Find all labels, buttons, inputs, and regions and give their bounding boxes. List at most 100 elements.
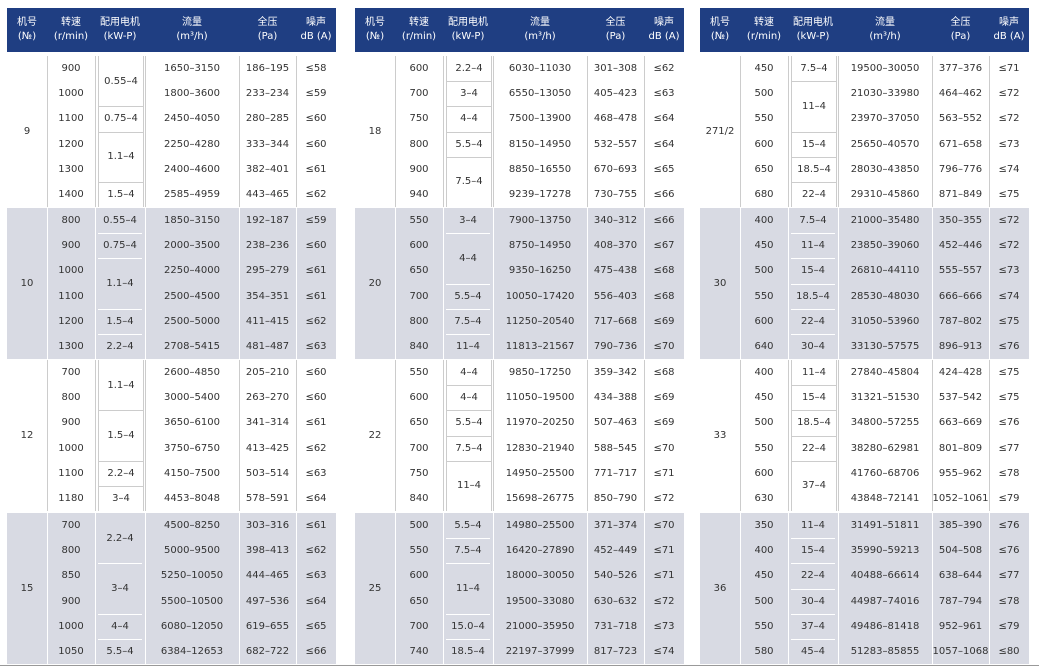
column-divider [145,360,146,512]
header-cell: 全压 (Pa) [239,8,296,52]
motor-value: 5.5–4 [454,290,482,302]
noise-value: ≤72 [998,88,1020,100]
airflow-value: 2600–4850 [164,367,220,379]
motor-cell: 45–4 [791,639,835,664]
pressure-value: 205–210 [245,367,290,379]
pressure-value: 504–508 [938,545,983,557]
header-cell: 流量 (m³/h) [838,8,932,52]
motor-cell: 37–4 [791,613,835,639]
fan-table-2: 机号 (№) 转速 (r/min) 配用电机 (kW-P) 流量 (m³/h) 全压 (Pa) 噪声… [355,8,684,668]
airflow-value: 5500–10500 [160,595,224,607]
header-label: (№) [710,31,730,42]
airflow-value: 19500–30050 [850,63,920,75]
noise-value: ≤72 [998,113,1020,125]
airflow-value: 3750–6750 [164,442,220,454]
fan-group: 25 500 14980–25500 371–374 ≤70 550 16420–27890… [355,513,684,665]
speed-value: 550 [754,442,774,454]
pressure-value: 186–195 [245,63,290,75]
header-label: (kW-P) [451,31,485,42]
airflow-value: 1800–3600 [164,88,220,100]
motor-cell: 11–4 [791,233,835,258]
header-label: 机号 [365,17,385,28]
header-label: 噪声 [999,17,1019,28]
speed-value: 450 [754,240,774,252]
column-divider [587,360,588,512]
noise-value: ≤62 [305,315,327,327]
pressure-value: 408–370 [593,240,638,252]
column-divider [740,208,741,360]
pressure-value: 507–463 [593,417,638,429]
airflow-value: 16420–27890 [505,545,575,557]
column-divider [296,360,297,512]
pressure-value: 578–591 [245,493,290,505]
speed-value: 1100 [58,467,84,479]
motor-value: 2.2–4 [455,63,483,75]
noise-value: ≤66 [305,646,327,658]
noise-value: ≤66 [653,215,675,227]
noise-value: ≤68 [653,367,675,379]
column-divider [989,360,990,512]
motor-cell: 22–4 [791,563,835,588]
noise-value: ≤59 [305,215,327,227]
motor-value: 2.2–4 [106,341,134,353]
noise-value: ≤60 [305,367,327,379]
fan-number: 36 [713,583,727,595]
motor-value: 4–4 [111,620,129,632]
fan-number: 33 [713,430,727,442]
pressure-value: 537–542 [938,392,983,404]
airflow-value: 2450–4050 [164,113,220,125]
speed-value: 1100 [58,290,84,302]
pressure-value: 563–552 [938,113,983,125]
motor-value: 0.75–4 [104,113,138,125]
airflow-value: 26810–44110 [850,265,920,277]
pressure-value: 503–514 [245,467,290,479]
noise-value: ≤60 [305,138,327,150]
motor-divider [791,639,835,640]
motor-value: 5.5–4 [455,138,483,150]
motor-cell: 0.55–4 [98,208,142,233]
header-label: (Pa) [605,31,626,42]
airflow-value: 31050–53960 [850,315,920,327]
speed-value: 700 [61,520,81,532]
motor-value: 1.5–4 [107,189,135,201]
header-label: (r/min) [53,31,89,42]
pressure-value: 452–446 [938,240,983,252]
motor-cell: 5.5–4 [98,639,142,664]
motor-cell: 4–4 [446,106,492,132]
airflow-value: 28030–43850 [850,163,920,175]
motor-divider [791,283,835,285]
pressure-value: 295–279 [245,265,290,277]
header-label: (№) [365,31,385,42]
column-divider [47,513,48,665]
noise-value: ≤63 [305,570,327,582]
speed-value: 700 [61,367,81,379]
noise-value: ≤73 [998,265,1020,277]
motor-cell: 7.5–4 [446,538,490,563]
motor-cell: 15.0–4 [446,613,490,639]
noise-value: ≤60 [305,113,327,125]
airflow-value: 5250–10050 [160,570,224,582]
motor-cell: 0.75–4 [98,106,144,132]
airflow-value: 18000–30050 [505,570,575,582]
column-divider [740,513,741,665]
airflow-value: 5000–9500 [164,545,220,557]
speed-value: 500 [409,520,429,532]
pressure-value: 896–913 [938,341,983,353]
column-divider [145,513,146,665]
motor-divider [447,385,491,387]
motor-divider [792,460,836,462]
column-divider [395,208,396,360]
noise-value: ≤76 [998,341,1020,353]
motor-value: 5.5–4 [106,646,134,658]
column-divider [587,56,588,208]
motor-divider [446,538,490,540]
airflow-value: 9350–16250 [508,265,572,277]
header-cell: 转速 (r/min) [395,8,443,52]
speed-value: 1050 [58,646,84,658]
column-divider [932,56,933,208]
speed-value: 600 [409,570,429,582]
motor-value: 3–4 [111,583,129,595]
motor-divider [791,588,835,590]
column-divider [644,513,645,665]
motor-value: 11–4 [800,520,826,532]
